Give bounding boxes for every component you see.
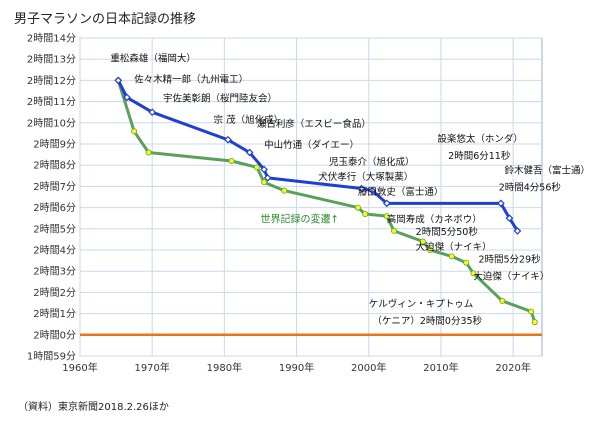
annotation-label: 2時間5分29秒 bbox=[478, 254, 541, 266]
japan-point bbox=[114, 76, 123, 85]
y-tick-label: 2時間6分 bbox=[33, 202, 76, 214]
world-point bbox=[145, 149, 152, 156]
annotation-label: 瀬古利彦（エスビー食品） bbox=[257, 118, 371, 130]
annotation-label: 犬伏孝行（大塚製薬） bbox=[318, 171, 413, 183]
world-point bbox=[362, 210, 369, 217]
x-tick-label: 2000年 bbox=[351, 361, 386, 374]
japan-point bbox=[123, 93, 131, 102]
x-axis-ticks: 1960年 1970年 1980年 1990年 2000年 2010年 2020年 bbox=[62, 361, 531, 374]
world-point bbox=[531, 319, 538, 326]
world-point bbox=[419, 238, 426, 245]
annotation-label: 鈴木健吾（富士通） bbox=[504, 165, 590, 177]
world-point bbox=[354, 204, 361, 211]
annotation-label: 2時間5分50秒 bbox=[416, 226, 479, 238]
y-tick-label: 2時間12分 bbox=[27, 75, 76, 87]
annotation-label: ケルヴィン・キプトゥム bbox=[369, 298, 474, 310]
annotation-label: 大迫傑（ナイキ） bbox=[416, 241, 492, 253]
x-tick-label: 1990年 bbox=[279, 361, 314, 374]
japan-point bbox=[263, 174, 272, 182]
chart-title: 男子マラソンの日本記録の推移 bbox=[14, 12, 197, 27]
annotation-label: 重松森雄（福岡大） bbox=[110, 52, 196, 64]
world-point bbox=[427, 246, 434, 253]
world-point bbox=[261, 179, 268, 186]
y-tick-label: 2時間8分 bbox=[33, 160, 76, 172]
world-point bbox=[391, 227, 398, 234]
annotation-label: 世界記録の変遷↑ bbox=[260, 212, 338, 225]
japan-point bbox=[148, 108, 157, 117]
japan-point bbox=[497, 199, 505, 208]
x-tick-label: 1970年 bbox=[134, 361, 169, 374]
y-tick-label: 1時間59分 bbox=[27, 351, 76, 363]
y-tick-label: 2時間4分 bbox=[33, 245, 76, 257]
annotations: 重松森雄（福岡大） 佐々木精一郎（九州電工） 宇佐美彰朗（桜門陸友会） 宗 茂（旭化成… bbox=[110, 52, 590, 327]
japan-point bbox=[245, 148, 254, 157]
annotation-label: 大迫傑（ナイキ） bbox=[473, 271, 549, 283]
annotation-label: 中山竹通（ダイエー） bbox=[264, 139, 359, 151]
y-tick-label: 2時間5分 bbox=[33, 223, 76, 235]
world-point bbox=[470, 270, 477, 277]
world-point bbox=[253, 164, 260, 171]
y-tick-label: 2時間14分 bbox=[27, 33, 76, 45]
japan-point bbox=[368, 186, 377, 195]
x-tick-label: 2010年 bbox=[423, 361, 458, 374]
annotation-label: 宗 茂（旭化成） bbox=[214, 114, 284, 126]
y-tick-label: 2時間0分 bbox=[33, 329, 76, 341]
y-tick-label: 2時間7分 bbox=[33, 181, 76, 193]
x-tick-label: 1980年 bbox=[207, 361, 242, 374]
y-tick-label: 2時間9分 bbox=[33, 139, 76, 151]
y-tick-label: 2時間13分 bbox=[27, 54, 76, 66]
x-tick-label: 2020年 bbox=[495, 361, 530, 374]
japan-point bbox=[505, 214, 514, 223]
series-lines bbox=[114, 76, 538, 326]
y-axis-ticks: 2時間14分 2時間13分 2時間12分 2時間11分 2時間10分 2時間9分 2時間8分… bbox=[27, 33, 76, 363]
annotation-label: 2時間6分11秒 bbox=[448, 150, 511, 162]
annotation-label: 2時間4分56秒 bbox=[499, 182, 562, 194]
annotation-label: 佐々木精一郎（九州電工） bbox=[134, 74, 248, 86]
world-point bbox=[281, 187, 288, 194]
world-point bbox=[448, 253, 455, 260]
annotation-label: 高岡寿成（カネボウ） bbox=[387, 213, 482, 225]
japan-point bbox=[260, 165, 268, 174]
japan-point bbox=[382, 199, 391, 208]
annotation-label: 設楽悠太（ホンダ） bbox=[437, 133, 523, 145]
x-tick-label: 1960年 bbox=[62, 361, 97, 374]
japan-point bbox=[224, 135, 232, 144]
japan-point bbox=[513, 227, 522, 235]
world-point bbox=[383, 213, 390, 220]
annotation-label: 児玉泰介（旭化成） bbox=[329, 156, 415, 168]
chart-source: （資料）東京新聞2018.2.26ほか bbox=[18, 402, 169, 413]
grid bbox=[79, 37, 542, 357]
world-point bbox=[528, 308, 535, 315]
world-point bbox=[131, 128, 138, 135]
world-point bbox=[499, 297, 506, 304]
y-tick-label: 2時間2分 bbox=[33, 287, 76, 299]
annotation-label: 藤田敦史（富士通） bbox=[358, 186, 444, 198]
y-tick-label: 2時間1分 bbox=[33, 308, 76, 320]
japan-point bbox=[357, 184, 366, 193]
y-tick-label: 2時間11分 bbox=[27, 96, 76, 108]
annotation-label: 宇佐美彰朗（桜門陸友会） bbox=[163, 93, 277, 105]
y-tick-label: 2時間10分 bbox=[27, 117, 76, 129]
annotation-label: （ケニア）2時間0分35秒 bbox=[372, 315, 482, 327]
world-point bbox=[228, 157, 235, 164]
world-point bbox=[463, 259, 470, 266]
y-tick-label: 2時間3分 bbox=[33, 266, 76, 278]
